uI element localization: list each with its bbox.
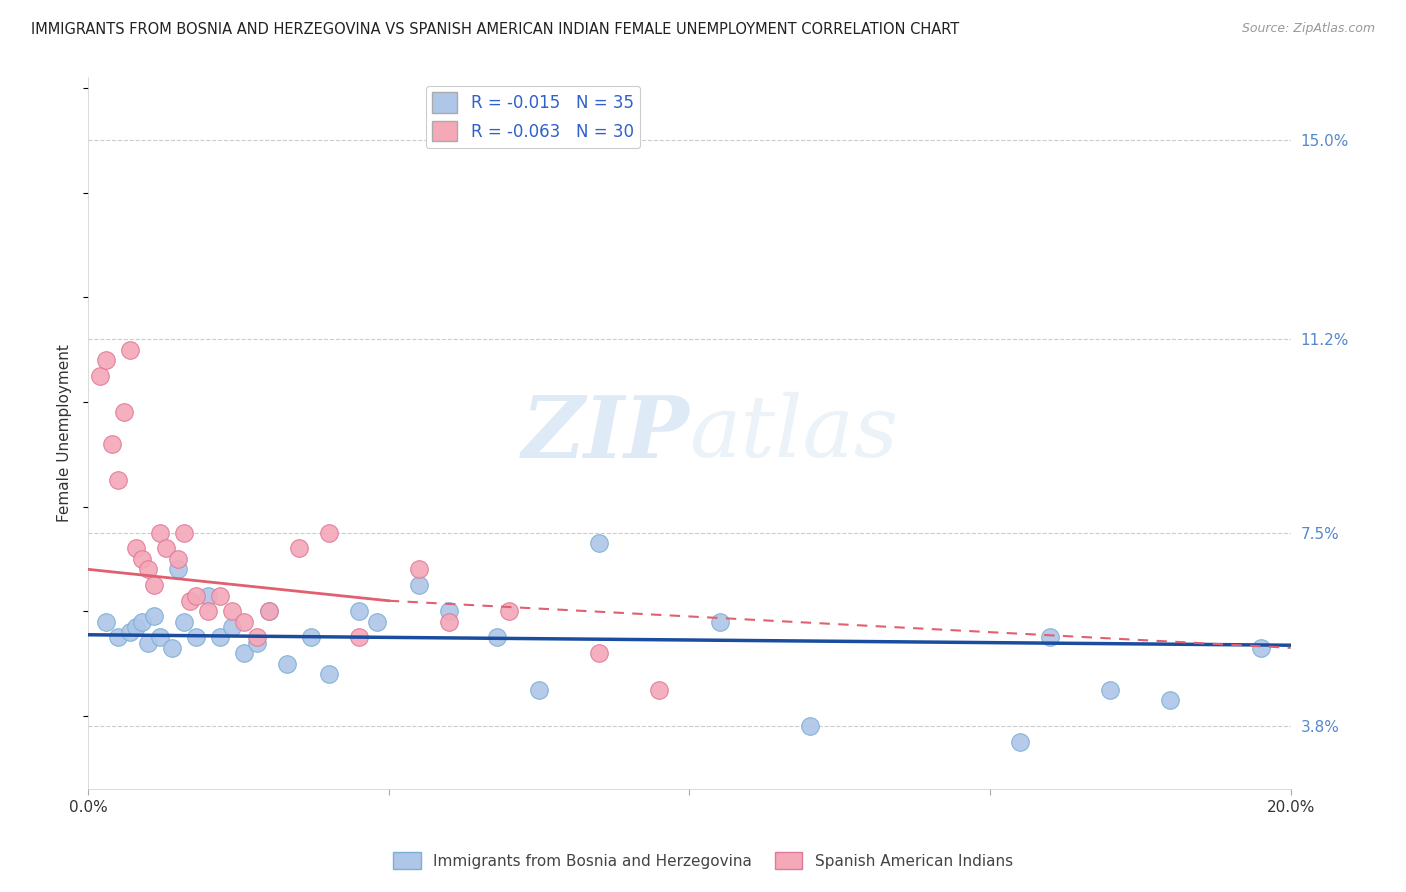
Point	[347, 604, 370, 618]
Point	[120, 625, 142, 640]
Point	[167, 562, 190, 576]
Point	[179, 593, 201, 607]
Point	[366, 615, 388, 629]
Point	[498, 604, 520, 618]
Point	[1039, 631, 1062, 645]
Point	[136, 635, 159, 649]
Point	[112, 405, 135, 419]
Y-axis label: Female Unemployment: Female Unemployment	[58, 344, 72, 522]
Point	[209, 589, 232, 603]
Point	[173, 525, 195, 540]
Point	[89, 368, 111, 383]
Point	[318, 525, 340, 540]
Point	[437, 604, 460, 618]
Point	[709, 615, 731, 629]
Point	[125, 541, 148, 556]
Point	[107, 474, 129, 488]
Legend: R = -0.015   N = 35, R = -0.063   N = 30: R = -0.015 N = 35, R = -0.063 N = 30	[426, 86, 641, 148]
Point	[1099, 682, 1122, 697]
Point	[221, 604, 243, 618]
Point	[527, 682, 550, 697]
Point	[143, 578, 166, 592]
Point	[648, 682, 671, 697]
Point	[155, 541, 177, 556]
Point	[96, 353, 118, 368]
Text: atlas: atlas	[689, 392, 898, 475]
Point	[799, 719, 821, 733]
Point	[197, 604, 219, 618]
Point	[131, 552, 153, 566]
Legend: Immigrants from Bosnia and Herzegovina, Spanish American Indians: Immigrants from Bosnia and Herzegovina, …	[387, 846, 1019, 875]
Point	[186, 589, 208, 603]
Point	[143, 609, 166, 624]
Point	[347, 631, 370, 645]
Point	[131, 615, 153, 629]
Point	[245, 635, 267, 649]
Point	[221, 620, 243, 634]
Point	[1250, 640, 1272, 655]
Text: IMMIGRANTS FROM BOSNIA AND HERZEGOVINA VS SPANISH AMERICAN INDIAN FEMALE UNEMPLO: IMMIGRANTS FROM BOSNIA AND HERZEGOVINA V…	[31, 22, 959, 37]
Point	[186, 631, 208, 645]
Point	[257, 604, 280, 618]
Text: ZIP: ZIP	[522, 392, 689, 475]
Point	[233, 646, 256, 660]
Point	[486, 631, 509, 645]
Point	[120, 343, 142, 357]
Point	[245, 631, 267, 645]
Point	[408, 562, 430, 576]
Point	[233, 615, 256, 629]
Point	[1159, 693, 1181, 707]
Point	[107, 631, 129, 645]
Point	[149, 525, 172, 540]
Point	[1010, 735, 1032, 749]
Point	[437, 615, 460, 629]
Point	[197, 589, 219, 603]
Point	[588, 536, 610, 550]
Point	[162, 640, 184, 655]
Point	[257, 604, 280, 618]
Point	[588, 646, 610, 660]
Point	[209, 631, 232, 645]
Point	[173, 615, 195, 629]
Point	[136, 562, 159, 576]
Point	[96, 615, 118, 629]
Point	[287, 541, 309, 556]
Point	[101, 436, 124, 450]
Point	[318, 667, 340, 681]
Point	[167, 552, 190, 566]
Text: Source: ZipAtlas.com: Source: ZipAtlas.com	[1241, 22, 1375, 36]
Point	[299, 631, 322, 645]
Point	[125, 620, 148, 634]
Point	[149, 631, 172, 645]
Point	[276, 657, 298, 671]
Point	[408, 578, 430, 592]
